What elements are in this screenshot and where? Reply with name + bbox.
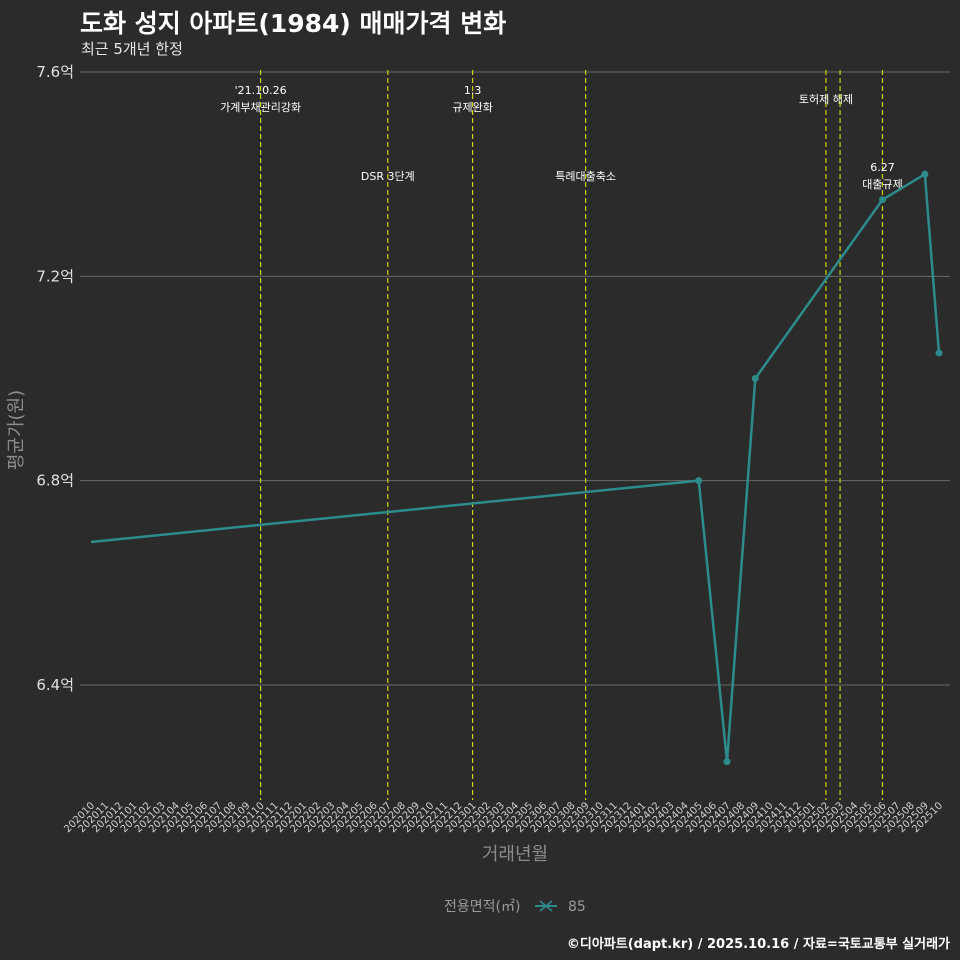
data-point xyxy=(695,477,703,485)
data-point xyxy=(878,196,886,204)
data-point xyxy=(723,758,731,766)
y-axis-title: 평균가(원) xyxy=(6,390,27,470)
event-annotation: 토허제 해제 xyxy=(799,92,853,106)
event-annotation: DSR 3단계 xyxy=(361,170,415,183)
event-annotation: 6.27 xyxy=(870,161,895,174)
event-annotation: 대출규제 xyxy=(862,178,902,191)
y-tick-label: 6.4억 xyxy=(36,676,74,694)
event-annotation: 규제완화 xyxy=(452,101,492,114)
legend: 전용면적(㎡) 85 xyxy=(444,899,586,915)
chart-title: 도화 성지 아파트(1984) 매매가격 변화 xyxy=(80,9,507,38)
series-line-85 xyxy=(90,172,941,763)
data-point xyxy=(935,349,943,357)
event-annotation: 가계부채관리강화 xyxy=(220,101,301,114)
y-tick-label: 6.8억 xyxy=(36,472,74,490)
legend-cross-symbol-b xyxy=(539,900,553,912)
data-point xyxy=(921,170,929,178)
data-point xyxy=(751,375,759,382)
y-tick-label: 7.2억 xyxy=(36,267,74,285)
y-tick-label: 7.6억 xyxy=(36,63,74,81)
event-annotation: '21.10.26 xyxy=(235,84,287,97)
legend-title: 전용면적(㎡) xyxy=(444,899,520,915)
legend-item-label: 85 xyxy=(568,899,586,915)
x-axis-title: 거래년월 xyxy=(482,844,548,865)
chart-subtitle: 최근 5개년 한정 xyxy=(81,40,183,58)
source-footer: ©디아파트(dapt.kr) / 2025.10.16 / 자료=국토교통부 실… xyxy=(566,937,950,952)
event-annotation: 1.3 xyxy=(464,84,482,97)
event-annotation: 특례대출축소 xyxy=(555,170,616,183)
